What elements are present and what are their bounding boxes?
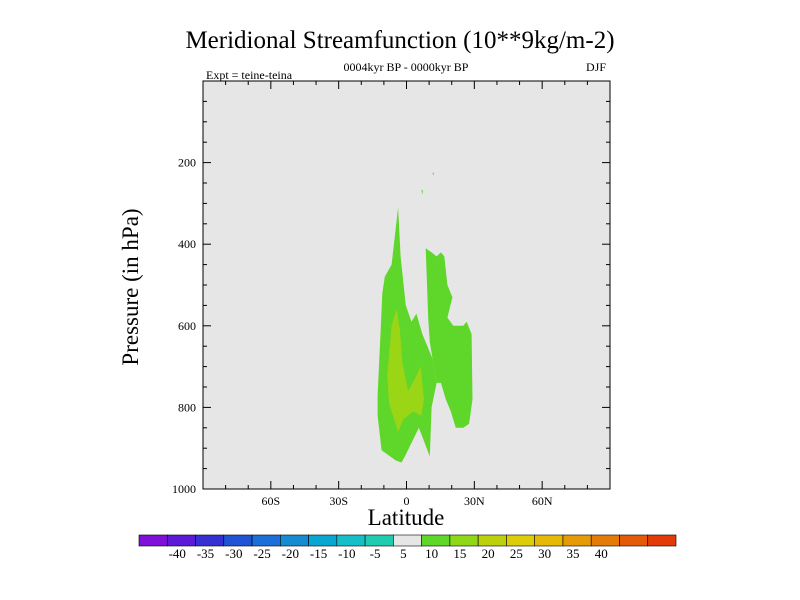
colorbar-label: -15 — [310, 546, 327, 561]
colorbar-label: -25 — [253, 546, 270, 561]
y-axis-label: Pressure (in hPa) — [118, 208, 143, 366]
x-tick-label: 60N — [532, 494, 553, 508]
colorbar-box — [138, 534, 168, 547]
colorbar-label: 40 — [595, 546, 608, 561]
colorbar-label: -5 — [370, 546, 381, 561]
colorbar-label: -40 — [169, 546, 186, 561]
x-tick-label: 60S — [261, 494, 280, 508]
contour-5-10-east — [425, 248, 473, 428]
colorbar-label: -20 — [282, 546, 299, 561]
contour-speck-b — [421, 190, 423, 195]
colorbar-box — [251, 534, 281, 547]
colorbar-box — [364, 534, 394, 547]
colorbar-box — [647, 534, 677, 547]
contour-speck-a — [432, 172, 435, 176]
colorbar-label: 5 — [400, 546, 407, 561]
colorbar-label: -35 — [197, 546, 214, 561]
colorbar-label: 10 — [425, 546, 438, 561]
colorbar-box — [562, 534, 592, 547]
colorbar-box — [534, 534, 564, 547]
colorbar-box — [166, 534, 196, 547]
colorbar-box — [590, 534, 620, 547]
colorbar-box — [336, 534, 366, 547]
y-tick-label: 1000 — [172, 482, 196, 496]
y-tick-label: 400 — [178, 237, 196, 251]
colorbar-box — [223, 534, 253, 547]
colorbar-label: 25 — [510, 546, 523, 561]
x-tick-label: 30S — [329, 494, 348, 508]
colorbar-box — [477, 534, 507, 547]
x-tick-label: 0 — [404, 494, 410, 508]
x-tick-label: 30N — [464, 494, 485, 508]
colorbar-box — [506, 534, 535, 547]
chart-title: Meridional Streamfunction (10**9kg/m-2) — [185, 27, 615, 54]
colorbar-box — [421, 534, 451, 547]
colorbar-label: 30 — [538, 546, 551, 561]
colorbar-label: 35 — [566, 546, 579, 561]
season-label: DJF — [586, 60, 607, 74]
experiment-label: Expt = teine-teina — [206, 68, 293, 82]
x-axis-label: Latitude — [367, 505, 445, 530]
colorbar-box — [195, 534, 225, 547]
contour-10-15 — [387, 309, 424, 432]
colorbar-box — [308, 534, 338, 547]
y-tick-label: 200 — [178, 156, 196, 170]
colorbar-box — [449, 534, 479, 547]
colorbar-label: -30 — [225, 546, 242, 561]
colorbar-label: -10 — [338, 546, 355, 561]
colorbar-box — [280, 534, 309, 547]
chart-subtitle: 0004kyr BP - 0000kyr BP — [343, 60, 469, 74]
colorbar-label: 20 — [482, 546, 495, 561]
colorbar-box — [393, 534, 422, 547]
y-tick-label: 600 — [178, 319, 196, 333]
colorbar-box — [619, 534, 649, 547]
y-tick-label: 800 — [178, 400, 196, 414]
colorbar-label: 15 — [453, 546, 466, 561]
